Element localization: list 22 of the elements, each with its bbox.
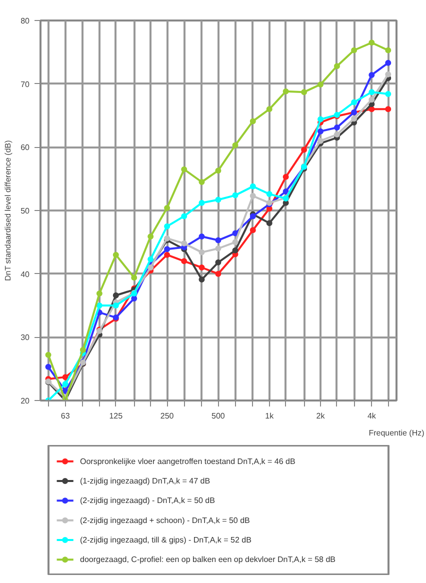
y-tick-label: 40 — [20, 270, 30, 279]
y-tick-label: 50 — [20, 206, 30, 216]
y-tick-label: 70 — [20, 80, 30, 89]
y-tick-label: 80 — [20, 16, 30, 26]
legend-label: (2-zijdig ingezaagd) - DnT,A,k = 50 dB — [80, 496, 215, 506]
x-tick-label: 250 — [160, 412, 174, 420]
x-tick-label: 500 — [212, 412, 226, 420]
y-tick-label: 30 — [20, 333, 30, 342]
y-tick-label: 60 — [20, 143, 30, 152]
x-tick-label: 63 — [60, 412, 70, 420]
x-tick-label: 1k — [265, 412, 275, 420]
y-axis-title: DnT standaardised level difference (dB) — [4, 140, 13, 281]
legend-label: (1-zijdig ingezaagd) DnT,A,k = 47 dB — [80, 476, 210, 486]
x-tick-label: 125 — [109, 412, 124, 420]
legend-label: (2-zijdig ingezaagd + schoon) - DnT,A,k = 50 dB — [80, 516, 250, 525]
legend-label: doorgezaagd, C-profiel: een op balken een op dekvloer DnT,A,k = 58 dB — [80, 555, 336, 564]
legend-label: (2-zijdig ingezaagd, till & gips) - DnT,A,k = 52 dB — [80, 536, 252, 544]
x-axis-title: Frequentie (Hz) — [368, 428, 425, 438]
legend-label: Oorspronkelijke vloer aangetroffen toestand DnT,A,k = 46 dB — [80, 456, 296, 466]
y-tick-label: 20 — [20, 396, 30, 406]
x-tick-label: 4k — [367, 412, 377, 420]
x-tick-label: 2k — [316, 412, 326, 420]
